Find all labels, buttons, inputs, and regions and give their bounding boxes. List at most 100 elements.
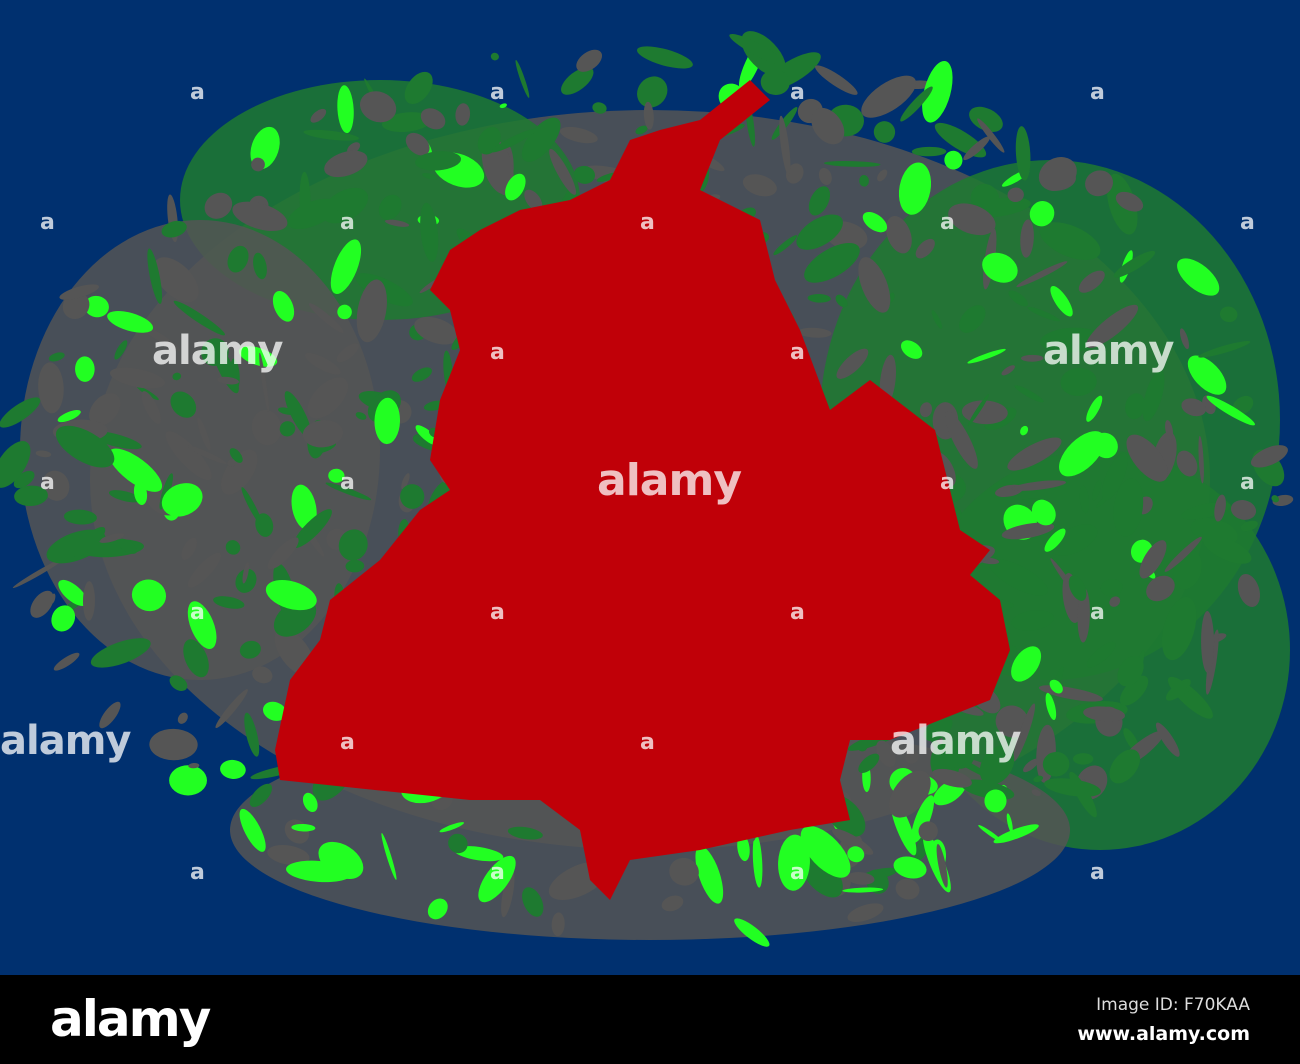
splatter-dot: [1060, 367, 1097, 397]
watermark-mark: a: [790, 80, 805, 105]
splatter-dot: [439, 822, 465, 833]
splatter-dot: [133, 481, 148, 506]
splatter-dot: [1139, 540, 1167, 579]
splatter-dot: [454, 846, 504, 862]
watermark-mark: a: [340, 210, 355, 235]
splatter-dot: [1045, 692, 1057, 721]
splatter-dot: [337, 85, 354, 134]
splatter-dot: [1029, 201, 1055, 227]
splatter-dot: [995, 705, 1029, 738]
splatter-dot: [345, 559, 365, 573]
splatter-dot: [422, 172, 438, 180]
splatter-dot: [1042, 751, 1070, 777]
splatter-dot: [576, 49, 603, 72]
splatter-dot: [832, 828, 874, 855]
splatter-dot: [1077, 588, 1090, 643]
splatter-dot: [1230, 500, 1257, 520]
splatter-dot: [1187, 355, 1227, 395]
splatter-dot: [979, 745, 1015, 785]
splatter-dot: [239, 640, 261, 659]
splatter-dot: [847, 846, 865, 863]
splatter-dot: [251, 157, 265, 172]
watermark-mark: a: [490, 860, 505, 885]
splatter-dot: [1271, 495, 1280, 503]
splatter-dot: [982, 252, 1018, 283]
splatter-dot: [1180, 687, 1191, 694]
splatter-dot: [1020, 354, 1044, 362]
splatter-dot: [1250, 445, 1288, 468]
splatter-dot: [1201, 611, 1215, 674]
splatter-dot: [944, 150, 963, 170]
splatter-dot: [1011, 610, 1054, 631]
splatter-dot: [505, 173, 526, 201]
splatter-dot: [50, 593, 56, 604]
splatter-dot: [284, 391, 312, 439]
splatter-dot: [807, 294, 831, 303]
splatter-dot: [1016, 261, 1068, 288]
splatter-dot: [232, 201, 288, 232]
splatter-dot: [172, 372, 182, 381]
splatter-dot: [1102, 452, 1128, 501]
splatter-dot: [238, 346, 278, 367]
splatter-dot: [1031, 499, 1056, 526]
splatter-dot: [1039, 222, 1101, 260]
splatter-dot: [149, 728, 198, 761]
splatter-dot: [303, 129, 359, 141]
splatter-dot: [118, 538, 138, 554]
splatter-dot: [213, 596, 245, 609]
splatter-dot: [82, 581, 95, 621]
watermark-mark: a: [190, 860, 205, 885]
splatter-dot: [734, 918, 770, 947]
splatter-dot: [267, 537, 299, 570]
splatter-dot: [1198, 341, 1251, 358]
splatter-dot: [905, 751, 919, 764]
splatter-dot: [415, 425, 439, 446]
splatter-dot: [1086, 641, 1116, 668]
splatter-dot: [1049, 679, 1063, 694]
splatter-dot: [170, 391, 197, 418]
splatter-dot: [90, 638, 151, 668]
splatter-dot: [109, 367, 166, 389]
site-url: www.alamy.com: [1077, 1023, 1250, 1045]
splatter-dot: [227, 245, 249, 273]
splatter-dot: [427, 898, 448, 920]
splatter-dot: [522, 887, 544, 917]
splatter-dot: [1001, 522, 1055, 540]
watermark-mark: a: [40, 210, 55, 235]
splatter-dot: [1008, 290, 1029, 307]
watermark-mark: a: [190, 80, 205, 105]
splatter-dot: [204, 192, 233, 219]
splatter-dot: [262, 701, 287, 721]
splatter-dot: [1078, 270, 1105, 293]
splatter-dot: [241, 487, 263, 526]
splatter-dot: [13, 470, 35, 489]
splatter-dot: [197, 417, 211, 451]
splatter-dot: [42, 470, 70, 501]
splatter-dot: [384, 219, 410, 227]
splatter-dot: [381, 112, 432, 133]
splatter-dot: [177, 712, 188, 724]
splatter-dot: [1020, 219, 1034, 258]
splatter-dot: [551, 912, 565, 937]
splatter-dot: [521, 117, 561, 162]
splatter-dot: [931, 768, 972, 788]
splatter-dot: [900, 86, 933, 122]
watermark-mark: a: [1090, 860, 1105, 885]
splatter-dot: [14, 485, 48, 507]
splatter-dot: [915, 238, 935, 259]
splatter-dot: [893, 856, 927, 879]
splatter-dot: [779, 115, 791, 176]
splatter-dot: [742, 174, 777, 197]
splatter-dot: [490, 52, 499, 61]
splatter-dot: [253, 252, 267, 280]
splatter-dot: [404, 71, 433, 105]
splatter-dot: [173, 300, 225, 336]
splatter-dot: [400, 484, 425, 509]
splatter-dot: [84, 295, 109, 318]
splatter-dot: [804, 242, 860, 283]
splatter-dot: [381, 833, 397, 880]
splatter-dot: [796, 214, 843, 250]
splatter-dot: [1020, 425, 1029, 436]
watermark-mark: a: [490, 340, 505, 365]
splatter-dot: [183, 639, 209, 678]
